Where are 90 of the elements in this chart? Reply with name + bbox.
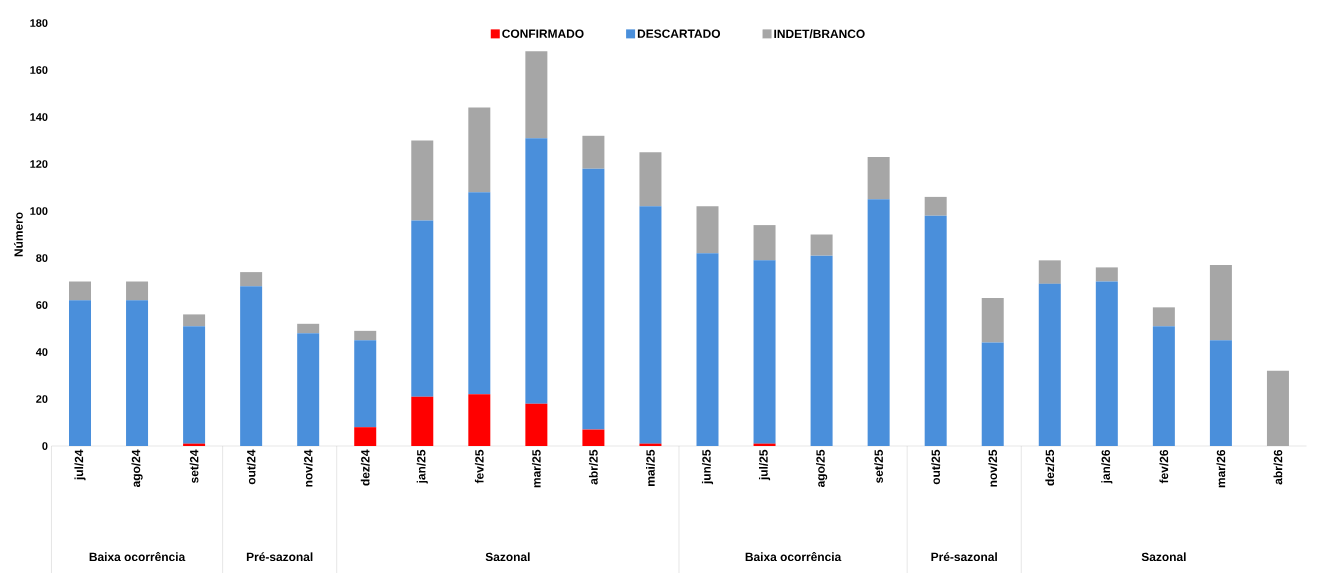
y-tick-label: 20 [36, 395, 48, 403]
y-tick-label: 40 [35, 348, 48, 356]
bar [468, 394, 491, 446]
bar [582, 135, 605, 169]
y-tick-label: 80 [36, 254, 48, 262]
bar [696, 206, 719, 254]
y-tick-label: 120 [30, 160, 48, 168]
x-tick-label: mai/25 [646, 449, 655, 486]
y-tick-label: 100 [30, 207, 48, 215]
text: Sazonal [1141, 552, 1186, 562]
bar [810, 234, 833, 256]
bar [1209, 265, 1232, 341]
text: Baixa ocorrência [745, 552, 842, 562]
bar [582, 429, 605, 446]
x-tick-label: out/25 [931, 449, 941, 485]
text: Pré-sazonal [931, 552, 997, 562]
bar [867, 199, 890, 446]
x-tick-label: dez/25 [1045, 449, 1055, 486]
bar [639, 152, 662, 207]
bar [297, 323, 320, 334]
x-tick-label: jan/26 [1101, 449, 1113, 484]
bar [468, 107, 491, 193]
x-tick-label: mar/25 [531, 449, 541, 488]
text: Pré-sazonal [246, 552, 313, 562]
bar [69, 281, 91, 301]
bar [354, 330, 377, 341]
x-tick-label: jul/24 [74, 449, 86, 481]
x-tick-label: set/25 [874, 449, 884, 483]
bar [639, 206, 662, 444]
bar [297, 333, 320, 446]
x-tick-label: ago/24 [131, 449, 143, 488]
bar [1152, 307, 1175, 327]
bar [981, 297, 1004, 343]
bar [1209, 340, 1232, 446]
y-tick-label: 180 [30, 19, 48, 27]
x-tick-label: abr/26 [1273, 449, 1283, 485]
x-tick-label: mar/26 [1216, 449, 1226, 488]
bar [981, 342, 1004, 446]
legend-label: DESCARTADO [637, 29, 721, 38]
bar [1266, 370, 1289, 446]
y-tick-label: 60 [36, 301, 48, 309]
bar [696, 253, 719, 446]
bar [582, 168, 605, 430]
bar [753, 225, 776, 261]
x-tick-label: set/24 [189, 449, 199, 483]
bar [525, 138, 548, 404]
bar [1152, 326, 1175, 446]
bar [354, 427, 377, 446]
bar [240, 272, 263, 287]
bar [867, 156, 890, 200]
bar [924, 196, 947, 216]
bar [69, 300, 91, 446]
bar [753, 260, 776, 444]
bar [126, 300, 149, 446]
text: Sazonal [485, 552, 530, 562]
y-tick-label: 140 [30, 113, 48, 121]
bar [126, 281, 149, 301]
x-tick-label: ago/25 [816, 449, 828, 488]
bar [411, 396, 434, 446]
bar [1038, 260, 1061, 284]
x-tick-label: fev/26 [1159, 449, 1169, 484]
legend-label: INDET/BRANCO [774, 29, 865, 39]
bar [924, 215, 947, 446]
x-tick-label: nov/25 [988, 449, 998, 487]
x-tick-label: fev/25 [474, 449, 484, 484]
bar [1038, 283, 1061, 446]
bar [1095, 281, 1118, 446]
bar [1095, 267, 1118, 282]
text: Baixa ocorrência [89, 552, 186, 562]
bar [525, 51, 548, 139]
bar [183, 326, 206, 444]
x-tick-label: jul/25 [758, 449, 771, 481]
bar [468, 192, 491, 395]
x-tick-label: abr/25 [588, 449, 598, 485]
y-axis-title: Número [13, 212, 23, 257]
bar [525, 403, 548, 446]
y-tick-label: 0 [42, 442, 48, 450]
bar [183, 314, 206, 327]
x-tick-label: out/24 [246, 449, 256, 485]
bar [810, 255, 833, 446]
bar [354, 340, 377, 428]
x-tick-label: dez/24 [360, 449, 370, 486]
y-tick-label: 160 [30, 66, 48, 74]
x-tick-label: nov/24 [303, 449, 313, 487]
x-tick-label: jun/25 [701, 449, 714, 485]
bar [411, 140, 434, 221]
x-tick-label: jan/25 [416, 449, 428, 484]
legend-label: CONFIRMADO [502, 29, 584, 38]
bar [411, 220, 434, 397]
bar [240, 286, 263, 446]
